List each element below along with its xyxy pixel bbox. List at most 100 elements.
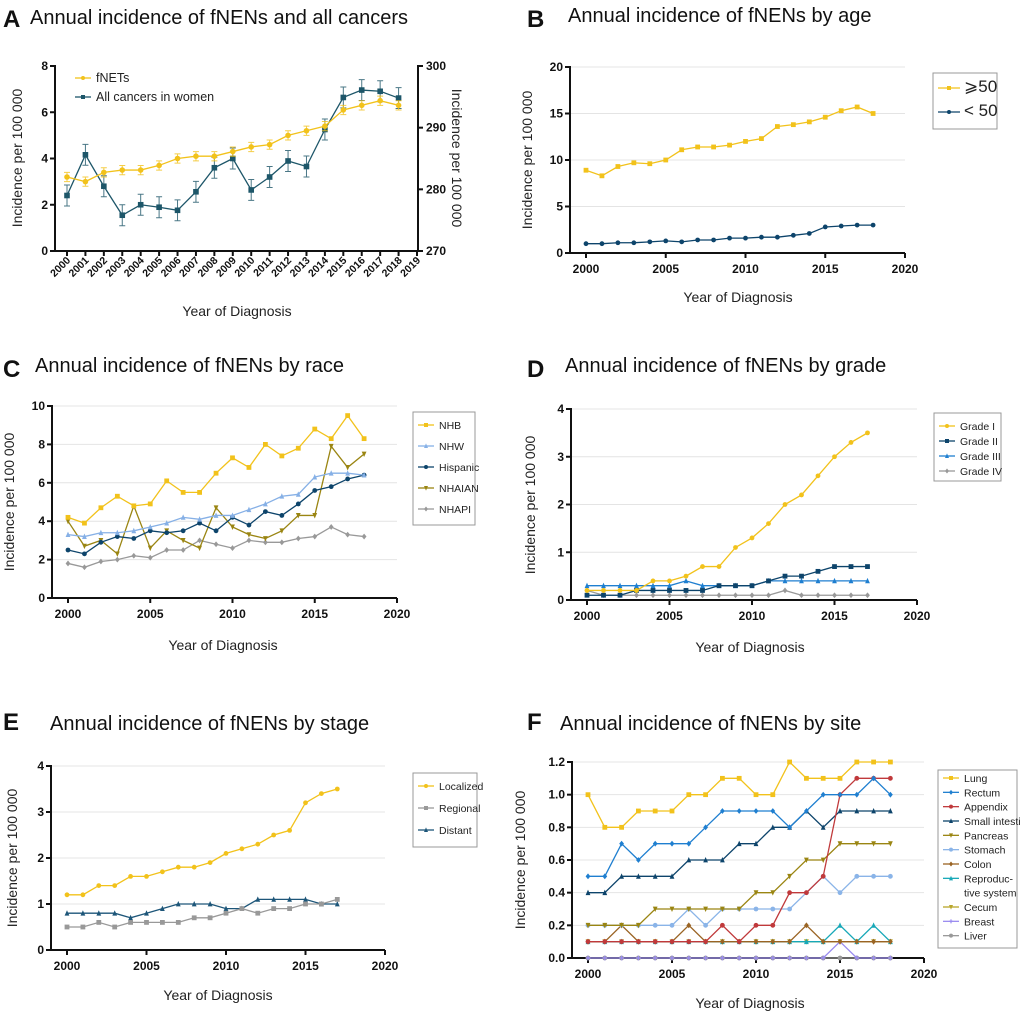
data-point	[255, 841, 261, 847]
data-point	[700, 564, 705, 569]
chart-title: Annual incidence of fNENs by site	[560, 713, 861, 735]
data-point	[377, 88, 383, 95]
legend-box	[932, 72, 998, 130]
legend-item: ⩾50	[938, 77, 997, 96]
data-point	[585, 922, 591, 929]
data-point	[804, 890, 809, 896]
data-point	[180, 547, 186, 553]
data-point	[686, 857, 692, 863]
data-point	[114, 534, 120, 539]
data-point	[703, 955, 708, 961]
chart-title: Annual incidence of fNENs and all cancer…	[30, 7, 408, 29]
data-point	[223, 851, 229, 856]
data-point	[584, 582, 590, 589]
data-point	[211, 164, 218, 171]
data-point	[770, 922, 776, 928]
legend-item: Grade I	[939, 421, 995, 433]
legend-label: Grade II	[960, 436, 998, 448]
data-point	[239, 846, 245, 852]
data-point	[98, 529, 104, 536]
legend-item: NHAIAN	[418, 483, 479, 495]
x-tick-label: 2000	[573, 262, 600, 276]
data-point	[191, 864, 197, 870]
legend-label: Rectum	[964, 787, 1000, 799]
data-point	[749, 583, 755, 589]
data-point	[949, 861, 953, 867]
data-point	[686, 792, 692, 798]
y-tick-label: 0	[38, 591, 45, 605]
data-point	[319, 791, 324, 796]
data-point	[832, 592, 837, 599]
data-point	[424, 443, 428, 448]
x-tick-label: 2010	[219, 607, 246, 621]
data-point	[804, 808, 809, 814]
legend-item: Grade II	[939, 436, 998, 448]
data-point	[804, 775, 809, 781]
legend-box	[937, 769, 1018, 949]
data-point	[112, 883, 118, 888]
legend-label: Reproduc-tive system	[964, 873, 1017, 899]
data-point	[112, 924, 118, 930]
data-point	[782, 573, 788, 579]
data-point	[424, 806, 428, 810]
y-tick-label-right: 290	[426, 121, 446, 135]
data-point	[101, 169, 107, 176]
data-point	[65, 531, 71, 538]
data-point	[334, 897, 340, 902]
x-axis-label: Year of Diagnosis	[695, 995, 804, 1011]
data-point	[947, 110, 951, 114]
data-point	[328, 436, 334, 442]
data-point	[602, 824, 608, 830]
panel-letter: C	[3, 356, 20, 383]
y-tick-label: 2	[37, 851, 44, 865]
data-point	[720, 857, 725, 863]
series-nhb	[65, 413, 367, 526]
data-point	[164, 520, 170, 526]
data-point	[949, 919, 953, 924]
data-point	[319, 901, 324, 907]
y-tick-label: 4	[557, 402, 564, 416]
y-axis-label: Incidence per 100 000	[1, 433, 17, 572]
data-point	[782, 502, 788, 507]
data-point	[837, 841, 843, 847]
data-point	[64, 910, 70, 916]
data-point	[615, 164, 621, 169]
data-point	[837, 775, 843, 781]
data-point	[787, 906, 792, 912]
data-point	[80, 892, 86, 898]
data-point	[65, 560, 71, 567]
data-point	[361, 451, 367, 457]
y-tick-label: 2	[41, 198, 48, 212]
data-point	[871, 759, 876, 765]
legend-item: Localized	[418, 781, 484, 793]
data-point	[312, 488, 318, 493]
data-point	[147, 554, 153, 561]
data-point	[119, 212, 126, 219]
data-point	[230, 455, 235, 461]
legend-label: Hispanic	[439, 462, 479, 474]
data-point	[246, 465, 252, 470]
data-point	[652, 873, 658, 879]
data-point	[303, 896, 308, 902]
y-tick-label: 6	[38, 476, 45, 490]
data-point	[585, 889, 591, 896]
legend-label: NHB	[439, 420, 461, 432]
data-point	[870, 111, 876, 116]
data-point	[112, 910, 118, 916]
data-point	[156, 204, 162, 211]
legend-label: ⩾50	[964, 77, 997, 96]
data-point	[945, 439, 949, 443]
legend-item: Rectum	[943, 787, 1000, 799]
data-point	[584, 588, 590, 593]
data-point	[820, 873, 826, 879]
x-tick-label: 2020	[372, 959, 399, 973]
data-point	[263, 442, 268, 447]
data-point	[295, 501, 301, 507]
data-point	[583, 241, 589, 247]
data-point	[175, 901, 181, 907]
y-tick-label-right: 280	[426, 182, 446, 196]
data-point	[246, 506, 252, 513]
data-point	[295, 535, 301, 542]
data-point	[312, 474, 318, 480]
data-point	[131, 527, 137, 534]
